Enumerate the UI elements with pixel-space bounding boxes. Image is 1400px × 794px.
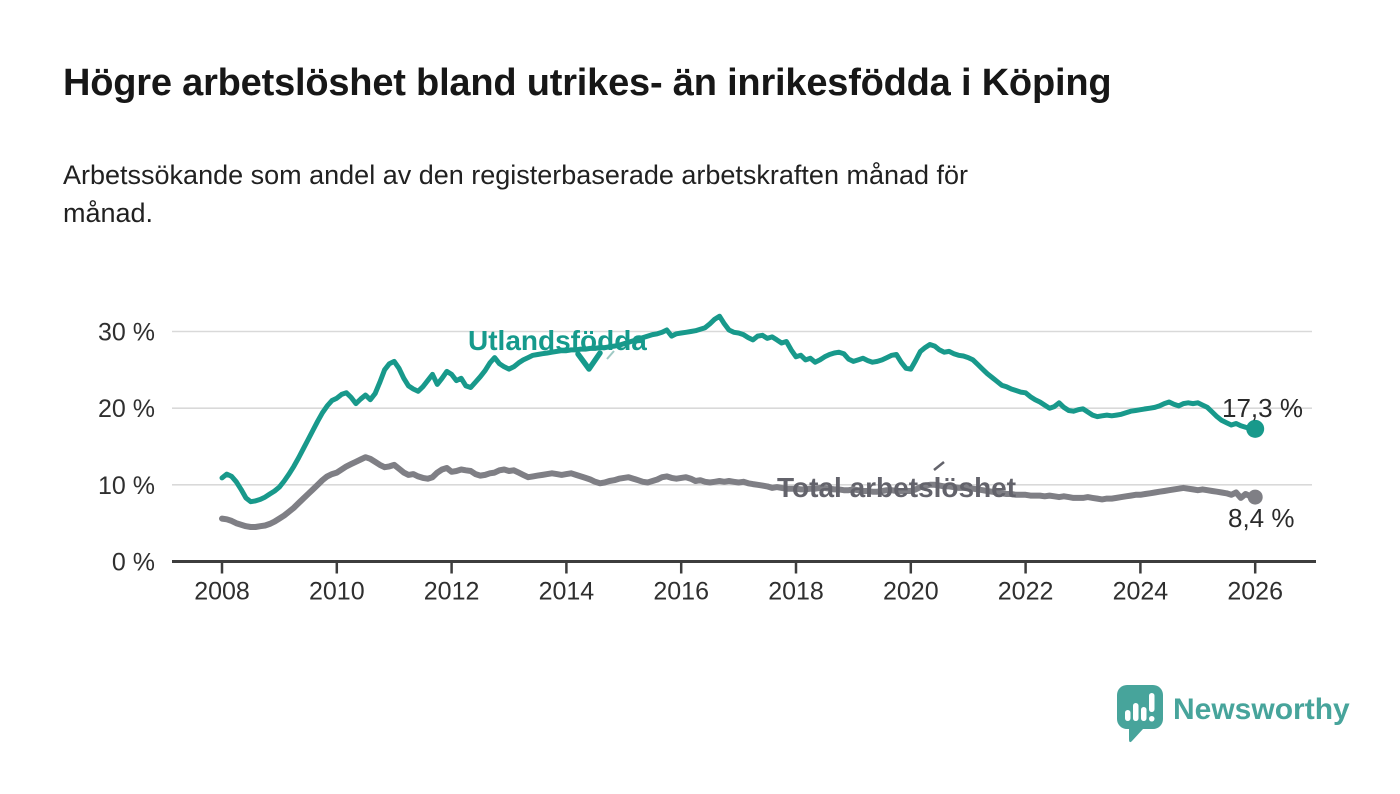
newsworthy-logo-icon: [1117, 685, 1163, 743]
end-dot-series-1: [1246, 419, 1265, 438]
x-tick-label-2014: 2014: [539, 578, 595, 606]
x-tick-label-2024: 2024: [1113, 578, 1169, 606]
x-axis: [172, 560, 1316, 574]
x-tick-label-2022: 2022: [998, 578, 1054, 606]
newsworthy-logo-text: Newsworthy: [1173, 693, 1350, 726]
y-tick-label-10: 10 %: [98, 472, 155, 500]
chart-title: Högre arbetslöshet bland utrikes- än inr…: [63, 62, 1112, 104]
y-tick-label-0: 0 %: [112, 549, 155, 577]
annotation-arrow-down-icon: [575, 350, 603, 372]
end-value-label-utlandsfodda: 17,3 %: [1222, 393, 1303, 423]
y-axis-labels: 0 % 10 % 20 % 30 %: [98, 318, 155, 576]
x-tick-label-2008: 2008: [194, 578, 250, 606]
annotation-tick-teal: [606, 350, 615, 360]
line-series-1: [219, 313, 1258, 505]
data-series: [219, 313, 1265, 530]
x-tick-label-2010: 2010: [309, 578, 365, 606]
x-tick-label-2012: 2012: [424, 578, 480, 606]
newsworthy-branding: Newsworthy: [1117, 685, 1350, 743]
series-label-total-arbetsloshet: Total arbetslöshet: [777, 472, 1016, 503]
annotation-tick-gray: [933, 461, 945, 471]
y-tick-label-20: 20 %: [98, 395, 155, 423]
x-tick-label-2018: 2018: [768, 578, 824, 606]
end-value-label-total: 8,4 %: [1228, 503, 1295, 533]
series-label-utlandsfodda: Utlandsfödda: [468, 325, 647, 356]
line-series-2: [219, 454, 1259, 530]
y-tick-label-30: 30 %: [98, 318, 155, 346]
x-tick-label-2016: 2016: [653, 578, 709, 606]
end-dot-series-2: [1247, 489, 1263, 505]
x-tick-label-2020: 2020: [883, 578, 939, 606]
x-axis-labels: 2008 2010 2012 2014 2016 2018 2020 2022 2024 2026: [194, 578, 1283, 606]
chart-subtitle: Arbetssökande som andel av den registerb…: [63, 160, 969, 229]
x-tick-label-2026: 2026: [1227, 578, 1283, 606]
